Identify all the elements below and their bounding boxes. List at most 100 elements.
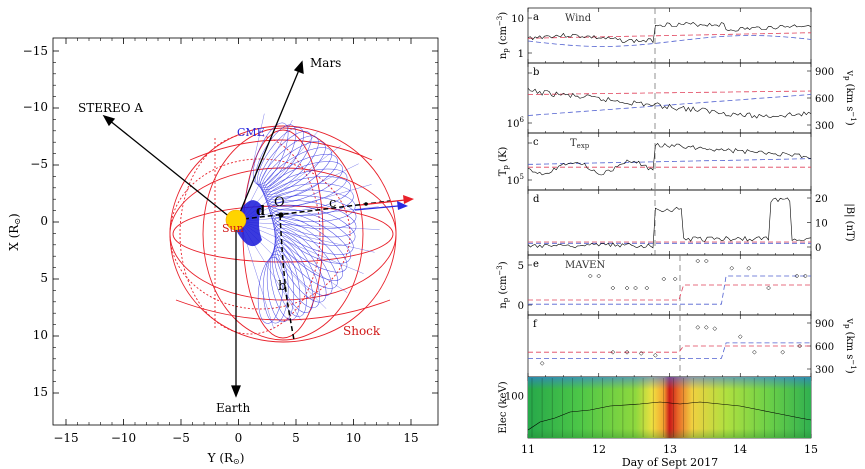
orbit-diagram: −15 −10 −5 0 5 10 15 −15 −10 −5 0 5 10 1… <box>7 37 439 466</box>
model-curve-red <box>527 32 811 39</box>
cme-rope-loop <box>266 250 295 323</box>
cme-rope-loop <box>265 176 351 211</box>
maven-data-point <box>539 361 545 366</box>
panel-a: a Wind 10 1 np (cm−3) <box>496 7 812 64</box>
shock-label: Shock <box>343 324 381 338</box>
observed-series <box>527 143 812 176</box>
cme-rope-loop <box>272 212 351 264</box>
maven-data-point <box>587 273 593 279</box>
right-tick-label: 20 <box>815 194 828 205</box>
right-tick-label: 900 <box>815 319 834 330</box>
panel-letter: f <box>533 319 538 330</box>
day-tick-label: 14 <box>733 443 747 456</box>
earth-label: Earth <box>216 401 250 415</box>
model-curve-blue <box>527 94 812 116</box>
maven-data-point <box>661 276 667 282</box>
left-axis-title: np (cm−3) <box>496 12 510 59</box>
cme-field-line <box>239 206 379 223</box>
maven-data-point <box>596 273 602 279</box>
mars-label: Mars <box>310 56 341 70</box>
x-tick-label: 0 <box>235 431 243 445</box>
right-tick-label: 900 <box>815 67 834 78</box>
cme-rope-loop <box>273 216 348 273</box>
right-x-axis-title: Day of Sept 2017 <box>622 456 718 469</box>
x-tick-label: −15 <box>53 431 78 445</box>
left-tick-label: 100 <box>505 392 524 403</box>
direction-arrows <box>354 195 414 211</box>
right-axis-title: vp (km s−1) <box>843 317 857 373</box>
maven-data-point <box>652 352 658 358</box>
panel-letter: d <box>533 194 540 205</box>
cme-rope-loop <box>273 220 343 281</box>
timeseries-stack: a Wind 10 1 np (cm−3) b 106 900 600 300 vp (km s−1… <box>496 7 857 469</box>
panel-tag: MAVEN <box>565 260 605 271</box>
y-tick-label: 10 <box>33 328 48 342</box>
right-tick-label: 300 <box>815 365 834 376</box>
left-x-axis-title: Y (R⊙) <box>207 451 245 466</box>
maven-data-point <box>610 349 616 355</box>
left-tick-label: 0 <box>518 301 524 312</box>
cme-rope-loop <box>268 195 357 230</box>
right-tick-label: 300 <box>815 121 834 132</box>
point-c-marker <box>364 202 368 206</box>
panel-f: f 900 600 300 vp (km s−1) <box>527 314 857 378</box>
panel-tag: Texp <box>570 138 590 150</box>
cme-rope-loop <box>262 253 289 324</box>
cme-rope-loop <box>267 189 356 222</box>
sun-disk <box>225 209 247 231</box>
right-tick-label: 600 <box>815 342 834 353</box>
y-tick-label: 5 <box>40 271 48 285</box>
point-o-label: O <box>274 195 285 210</box>
right-x-tick-labels: 11 12 13 14 15 <box>521 443 818 456</box>
maven-data-point <box>624 285 630 291</box>
b-dashed-curve <box>279 214 295 341</box>
point-o-marker <box>278 212 284 218</box>
cme-rope-loop <box>271 208 354 255</box>
electron-spectrogram <box>527 377 812 438</box>
maven-data-point <box>703 258 709 264</box>
maven-data-point <box>703 325 709 330</box>
panel-b: b 106 900 600 300 vp (km s−1) <box>507 62 857 134</box>
x-tick-label: −10 <box>111 431 136 445</box>
y-tick-label: −15 <box>23 44 48 58</box>
maven-data-point <box>746 265 752 271</box>
maven-data-point <box>695 258 701 264</box>
observed-series <box>527 88 812 119</box>
left-x-tick-labels: −15 −10 −5 0 5 10 15 <box>53 431 418 445</box>
y-tick-label: 0 <box>40 214 48 228</box>
maven-data-point <box>633 285 638 291</box>
model-curve-red <box>528 345 811 353</box>
maven-data-point <box>794 273 800 279</box>
cme-field-line <box>239 184 372 223</box>
sun-label: Sun <box>222 222 244 235</box>
maven-data-point <box>797 343 803 349</box>
maven-data-point <box>672 276 678 282</box>
panel-tag: Wind <box>565 13 592 24</box>
left-plot-frame <box>52 37 439 426</box>
maven-data-point <box>695 325 701 330</box>
cme-rope-loop <box>274 227 333 296</box>
right-axis-title: |B| (nT) <box>844 203 855 241</box>
maven-data-point <box>802 273 808 279</box>
maven-data-point <box>610 285 616 291</box>
cme-rope-loop <box>257 256 284 324</box>
left-axis-title: Elec (keV) <box>498 381 509 433</box>
right-tick-label: 600 <box>815 94 834 105</box>
cme-rope-loop <box>272 243 307 317</box>
x-tick-label: −5 <box>172 431 190 445</box>
maven-data-point <box>638 351 644 356</box>
y-tick-label: −5 <box>30 157 48 171</box>
cme-rope-loop <box>266 183 354 216</box>
day-tick-label: 12 <box>592 443 606 456</box>
model-curve-red <box>527 90 812 95</box>
point-d-label: d <box>256 204 265 219</box>
day-tick-label: 15 <box>804 443 818 456</box>
panel-letter: e <box>533 259 539 270</box>
model-curve-blue <box>528 275 811 305</box>
right-tick-label: 0 <box>815 243 821 254</box>
left-tick-label: 5 <box>518 261 524 272</box>
x-tick-label: 15 <box>403 431 418 445</box>
model-curve-blue <box>528 158 811 165</box>
